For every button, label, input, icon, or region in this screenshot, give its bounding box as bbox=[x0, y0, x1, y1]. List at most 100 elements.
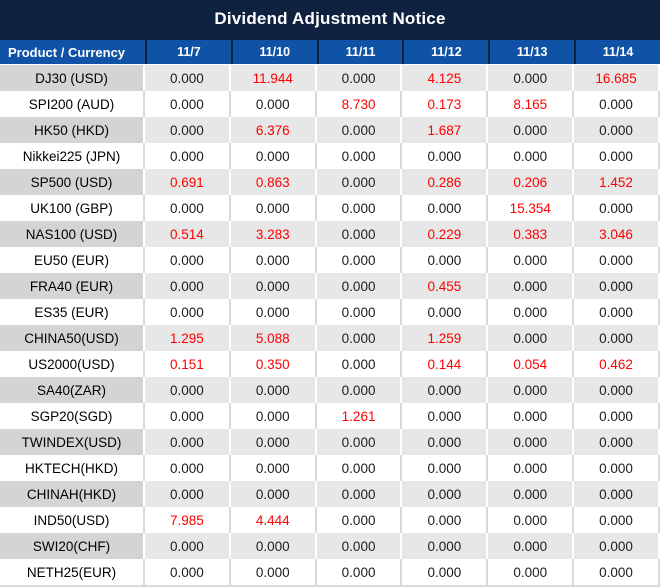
table-header-row: Product / Currency 11/7 11/10 11/11 11/1… bbox=[0, 38, 660, 65]
dividend-value: 0.000 bbox=[145, 455, 231, 481]
table-row: SGP20(SGD) 0.000 0.000 1.261 0.000 0.000 0.000 bbox=[0, 403, 660, 429]
dividend-value: 0.000 bbox=[488, 429, 575, 455]
dividend-value: 0.286 bbox=[402, 169, 489, 195]
dividend-value: 0.000 bbox=[316, 299, 403, 325]
column-header-date: 11/13 bbox=[488, 40, 575, 64]
dividend-value: 0.000 bbox=[402, 195, 489, 221]
table-row: Nikkei225 (JPN) 0.000 0.000 0.000 0.000 0.000… bbox=[0, 143, 660, 169]
dividend-value: 0.000 bbox=[230, 247, 317, 273]
dividend-value: 0.000 bbox=[316, 247, 403, 273]
table-row: US2000(USD) 0.151 0.350 0.000 0.144 0.054 0.46… bbox=[0, 351, 660, 377]
product-label: SA40(ZAR) bbox=[0, 377, 145, 403]
dividend-value: 0.000 bbox=[488, 65, 575, 91]
column-header-date: 11/11 bbox=[316, 40, 403, 64]
dividend-value: 0.000 bbox=[230, 455, 317, 481]
dividend-value: 11.944 bbox=[230, 65, 317, 91]
dividend-value: 0.000 bbox=[316, 221, 403, 247]
dividend-value: 4.444 bbox=[230, 507, 317, 533]
table-row: NETH25(EUR) 0.000 0.000 0.000 0.000 0.000 0.00… bbox=[0, 559, 660, 585]
dividend-value: 0.000 bbox=[402, 299, 489, 325]
dividend-value: 6.376 bbox=[230, 117, 317, 143]
table-row: SWI20(CHF) 0.000 0.000 0.000 0.000 0.000 0.000 bbox=[0, 533, 660, 559]
dividend-value: 0.000 bbox=[145, 429, 231, 455]
dividend-value: 0.000 bbox=[145, 65, 231, 91]
dividend-value: 0.000 bbox=[574, 403, 660, 429]
product-label: SPI200 (AUD) bbox=[0, 91, 145, 117]
dividend-value: 0.000 bbox=[145, 533, 231, 559]
dividend-value: 0.000 bbox=[316, 65, 403, 91]
product-label: DJ30 (USD) bbox=[0, 65, 145, 91]
product-label: TWINDEX(USD) bbox=[0, 429, 145, 455]
dividend-value: 0.000 bbox=[230, 481, 317, 507]
product-label: US2000(USD) bbox=[0, 351, 145, 377]
dividend-value: 0.000 bbox=[574, 481, 660, 507]
table-row: DJ30 (USD) 0.000 11.944 0.000 4.125 0.000 16.6… bbox=[0, 65, 660, 91]
dividend-value: 0.000 bbox=[574, 325, 660, 351]
dividend-value: 0.000 bbox=[316, 377, 403, 403]
dividend-value: 0.000 bbox=[145, 273, 231, 299]
dividend-value: 0.000 bbox=[402, 403, 489, 429]
dividend-value: 15.354 bbox=[488, 195, 575, 221]
dividend-value: 0.000 bbox=[145, 195, 231, 221]
dividend-value: 0.350 bbox=[230, 351, 317, 377]
dividend-value: 0.000 bbox=[574, 91, 660, 117]
dividend-value: 0.000 bbox=[145, 117, 231, 143]
table-row: SP500 (USD) 0.691 0.863 0.000 0.286 0.206 1.45… bbox=[0, 169, 660, 195]
dividend-value: 0.000 bbox=[488, 299, 575, 325]
dividend-value: 0.000 bbox=[230, 273, 317, 299]
table-body: DJ30 (USD) 0.000 11.944 0.000 4.125 0.000 16.6… bbox=[0, 65, 660, 587]
column-header-date: 11/12 bbox=[402, 40, 489, 64]
dividend-value: 0.000 bbox=[574, 533, 660, 559]
dividend-value: 0.000 bbox=[316, 507, 403, 533]
column-header-date: 11/7 bbox=[145, 40, 231, 64]
dividend-value: 0.000 bbox=[230, 299, 317, 325]
product-label: UK100 (GBP) bbox=[0, 195, 145, 221]
dividend-value: 1.452 bbox=[574, 169, 660, 195]
product-label: CHINA50(USD) bbox=[0, 325, 145, 351]
dividend-value: 0.000 bbox=[574, 299, 660, 325]
dividend-value: 4.125 bbox=[402, 65, 489, 91]
product-label: NETH25(EUR) bbox=[0, 559, 145, 585]
dividend-value: 0.000 bbox=[316, 325, 403, 351]
dividend-value: 0.000 bbox=[145, 143, 231, 169]
product-label: HKTECH(HKD) bbox=[0, 455, 145, 481]
dividend-value: 0.455 bbox=[402, 273, 489, 299]
dividend-value: 0.000 bbox=[574, 377, 660, 403]
dividend-value: 0.000 bbox=[574, 455, 660, 481]
product-label: Nikkei225 (JPN) bbox=[0, 143, 145, 169]
dividend-value: 0.383 bbox=[488, 221, 575, 247]
dividend-value: 0.000 bbox=[402, 247, 489, 273]
dividend-value: 0.000 bbox=[230, 91, 317, 117]
dividend-value: 0.000 bbox=[574, 507, 660, 533]
product-label: IND50(USD) bbox=[0, 507, 145, 533]
product-label: CHINAH(HKD) bbox=[0, 481, 145, 507]
table-row: HK50 (HKD) 0.000 6.376 0.000 1.687 0.000 0.000 bbox=[0, 117, 660, 143]
dividend-value: 0.000 bbox=[145, 247, 231, 273]
dividend-value: 0.000 bbox=[316, 533, 403, 559]
dividend-value: 0.000 bbox=[574, 195, 660, 221]
dividend-value: 0.000 bbox=[145, 299, 231, 325]
dividend-value: 0.000 bbox=[316, 273, 403, 299]
dividend-value: 0.000 bbox=[574, 429, 660, 455]
dividend-value: 0.000 bbox=[402, 507, 489, 533]
product-label: SGP20(SGD) bbox=[0, 403, 145, 429]
dividend-value: 0.000 bbox=[402, 429, 489, 455]
title-bar: Dividend Adjustment Notice bbox=[0, 0, 660, 38]
dividend-value: 0.000 bbox=[402, 455, 489, 481]
table-row: NAS100 (USD) 0.514 3.283 0.000 0.229 0.383 3.0… bbox=[0, 221, 660, 247]
column-header-date: 11/14 bbox=[574, 40, 660, 64]
dividend-value: 0.000 bbox=[316, 143, 403, 169]
column-header-product: Product / Currency bbox=[0, 40, 145, 64]
dividend-value: 0.000 bbox=[488, 533, 575, 559]
dividend-value: 0.229 bbox=[402, 221, 489, 247]
dividend-value: 0.000 bbox=[316, 169, 403, 195]
product-label: EU50 (EUR) bbox=[0, 247, 145, 273]
dividend-value: 0.151 bbox=[145, 351, 231, 377]
dividend-value: 0.000 bbox=[488, 325, 575, 351]
product-label: SP500 (USD) bbox=[0, 169, 145, 195]
dividend-value: 0.000 bbox=[488, 481, 575, 507]
dividend-value: 0.000 bbox=[488, 273, 575, 299]
dividend-value: 1.687 bbox=[402, 117, 489, 143]
dividend-value: 0.000 bbox=[402, 377, 489, 403]
